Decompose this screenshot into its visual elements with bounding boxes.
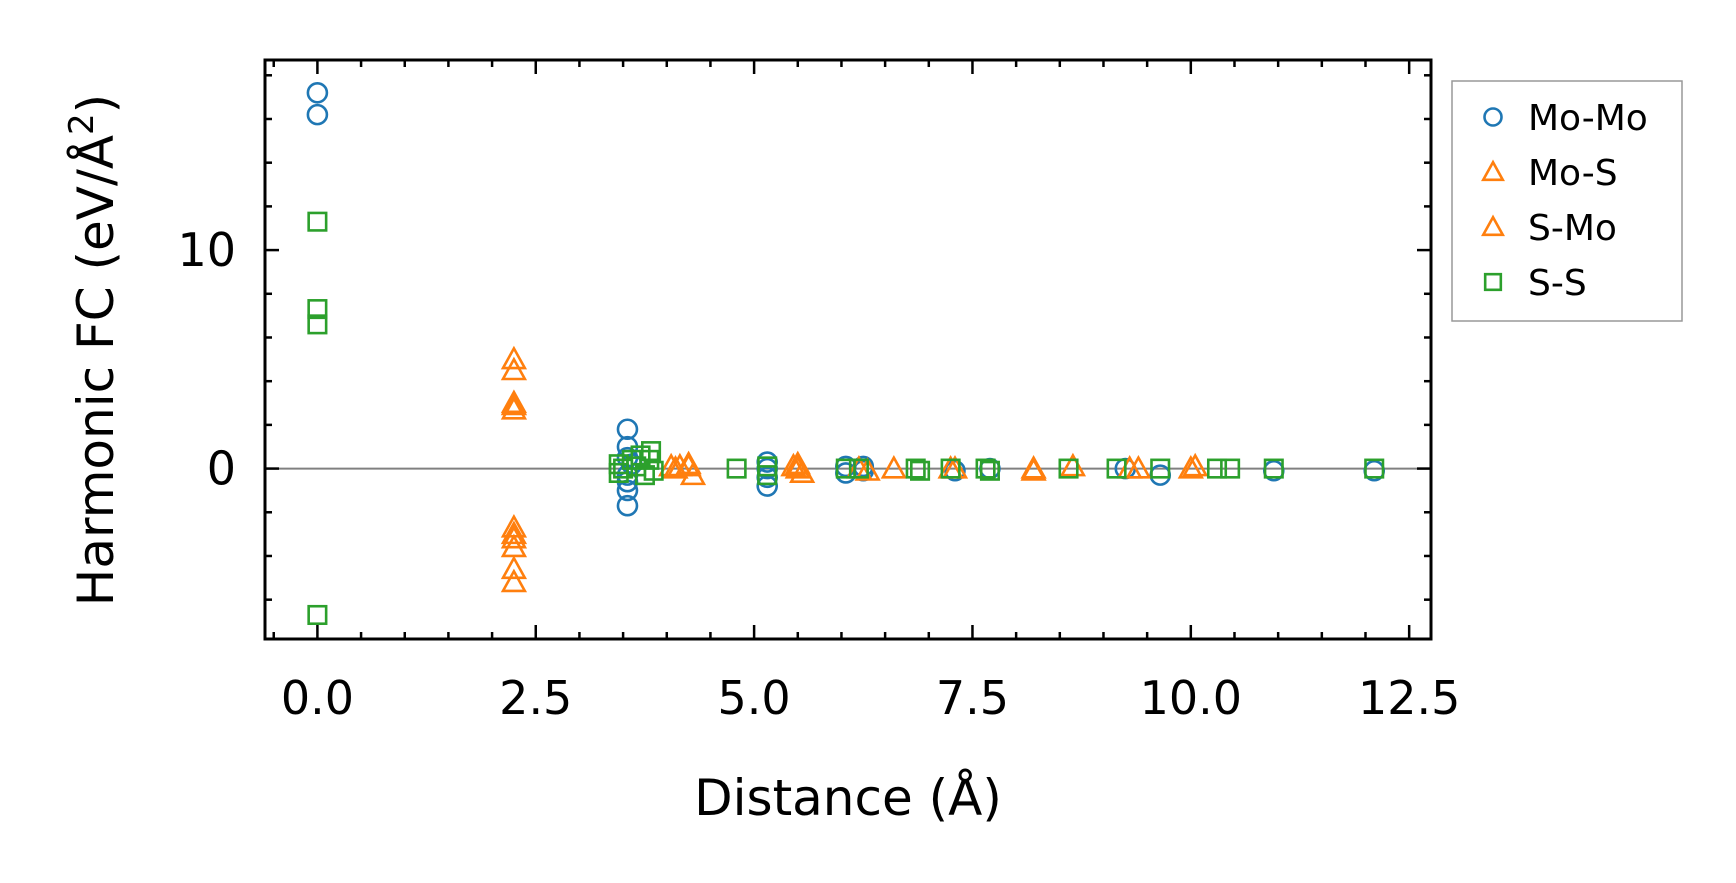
legend-label-s-mo: S-Mo bbox=[1528, 208, 1617, 249]
point-mo-s bbox=[500, 555, 528, 580]
point-s-mo bbox=[1182, 452, 1209, 477]
legend-marker-s-mo bbox=[1481, 214, 1505, 237]
point-mo-s bbox=[500, 356, 528, 381]
y-tick-label: 0 bbox=[207, 442, 236, 496]
legend: Mo-Mo Mo-S S-Mo S-S bbox=[1451, 80, 1683, 322]
point-mo-s bbox=[1059, 452, 1087, 477]
point-s-s bbox=[1263, 458, 1284, 479]
point-s-s bbox=[307, 604, 328, 626]
point-s-s bbox=[975, 458, 996, 479]
point-mo-s bbox=[500, 524, 528, 549]
point-mo-mo bbox=[306, 81, 329, 104]
data-points bbox=[306, 81, 1386, 626]
point-s-mo bbox=[675, 452, 702, 477]
legend-label-mo-s: Mo-S bbox=[1528, 153, 1618, 194]
x-tick-label: 7.5 bbox=[936, 671, 1009, 725]
legend-marker-s-s bbox=[1483, 272, 1503, 292]
point-s-s bbox=[848, 458, 869, 479]
point-mo-mo bbox=[306, 103, 329, 126]
plot-frame bbox=[263, 58, 1433, 641]
legend-box bbox=[1451, 80, 1683, 322]
x-tick-label: 12.5 bbox=[1358, 671, 1460, 725]
point-s-s bbox=[1106, 458, 1127, 479]
point-s-s bbox=[307, 314, 328, 335]
axis-ticks bbox=[265, 60, 1431, 639]
legend-label-s-s: S-S bbox=[1528, 263, 1587, 304]
point-mo-s bbox=[789, 459, 816, 483]
x-axis-label: Distance (Å) bbox=[694, 769, 1002, 827]
x-tick-labels: 0.0 2.5 5.0 7.5 10.0 12.5 bbox=[281, 671, 1461, 725]
point-s-s bbox=[643, 460, 664, 481]
point-mo-mo bbox=[616, 418, 639, 441]
point-s-s bbox=[1206, 458, 1228, 479]
point-s-mo bbox=[1020, 457, 1047, 481]
x-tick-label: 2.5 bbox=[499, 671, 572, 725]
y-tick-labels: 0 10 bbox=[177, 223, 236, 495]
point-s-mo bbox=[500, 391, 528, 416]
y-axis-label: Harmonic FC (eV/Å2) bbox=[62, 94, 125, 606]
legend-marker-mo-mo bbox=[1483, 107, 1503, 127]
y-tick-label: 10 bbox=[177, 223, 236, 277]
legend-label-mo-mo: Mo-Mo bbox=[1528, 98, 1648, 139]
point-s-mo bbox=[500, 520, 528, 545]
point-s-s bbox=[905, 458, 926, 479]
x-tick-label: 5.0 bbox=[718, 671, 791, 725]
point-mo-mo bbox=[944, 459, 966, 482]
point-s-s bbox=[1058, 458, 1079, 479]
point-mo-s bbox=[1177, 454, 1204, 479]
point-mo-s bbox=[854, 457, 881, 481]
point-s-s bbox=[835, 458, 856, 479]
point-mo-s bbox=[500, 395, 528, 420]
point-s-s bbox=[641, 441, 662, 462]
point-s-s bbox=[757, 465, 778, 486]
point-s-mo bbox=[784, 454, 811, 479]
point-s-s bbox=[307, 299, 328, 320]
point-s-s bbox=[726, 458, 747, 479]
point-mo-s bbox=[500, 568, 528, 593]
x-tick-label: 10.0 bbox=[1140, 671, 1242, 725]
point-s-s bbox=[940, 458, 961, 479]
point-s-s bbox=[307, 211, 328, 232]
point-mo-mo bbox=[756, 475, 779, 497]
point-mo-mo bbox=[616, 494, 639, 517]
point-s-s bbox=[910, 460, 931, 481]
x-tick-label: 0.0 bbox=[281, 671, 354, 725]
legend-marker-mo-s bbox=[1481, 159, 1505, 182]
point-s-s bbox=[979, 460, 1000, 481]
point-s-s bbox=[1220, 458, 1241, 479]
point-s-s bbox=[1150, 458, 1171, 479]
point-mo-s bbox=[500, 345, 528, 370]
point-s-s bbox=[1364, 458, 1385, 479]
point-mo-s bbox=[880, 454, 907, 479]
